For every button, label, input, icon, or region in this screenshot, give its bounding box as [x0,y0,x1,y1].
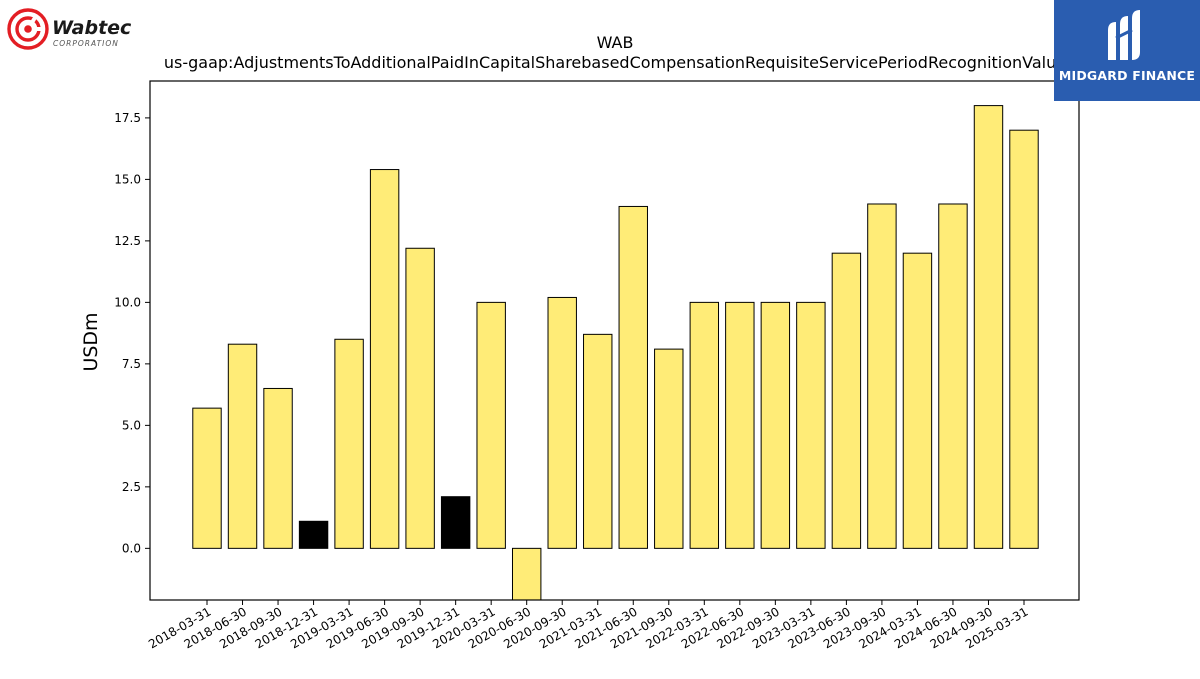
y-tick-label: 10.0 [114,295,141,309]
bar-2021-09-30 [654,348,684,549]
chart-title: WAB [597,33,634,52]
bar-2018-09-30 [263,387,293,549]
y-tick-label: 2.5 [122,480,141,494]
y-axis: 0.0 2.5 5.0 7.5 10.0 12.5 15.0 17.5 [114,111,150,555]
bar-2018-12-31 [298,520,329,549]
y-tick-label: 12.5 [114,234,141,248]
bar-2019-09-30 [405,247,435,549]
bar-2022-03-31 [689,301,720,549]
chart-subtitle: us-gaap:AdjustmentsToAdditionalPaidInCap… [164,53,1066,72]
bars-group [192,105,1039,601]
bar-2022-06-30 [725,301,755,549]
bar-2025-03-31 [1009,129,1039,549]
bar-2018-06-30 [227,343,258,549]
bar-2018-03-31 [192,407,222,549]
bar-2023-09-30 [867,203,897,549]
bar-2019-12-31 [440,496,471,549]
y-tick-label: 17.5 [114,111,141,125]
x-axis: 2018-03-312018-06-302018-09-302018-12-31… [146,600,1031,651]
y-tick-label: 15.0 [114,172,141,186]
wabtec-logo-subtitle: CORPORATION [53,39,119,48]
midgard-logo: MIDGARD FINANCE [1054,0,1200,101]
bar-2019-03-31 [334,338,364,549]
y-axis-label: USDm [80,312,102,371]
plot-frame [149,80,1080,601]
wabtec-logo-icon [7,8,49,50]
bar-2020-09-30 [547,296,577,549]
bar-2024-03-31 [902,252,933,549]
bar-2019-06-30 [369,169,400,549]
bar-2023-03-31 [796,301,826,549]
midgard-logo-icon [1108,10,1140,60]
midgard-logo-name: MIDGARD FINANCE [1058,68,1196,83]
wabtec-logo: Wabtec CORPORATION [6,6,146,52]
bar-2021-03-31 [583,333,613,549]
bar-2020-06-30 [511,547,542,601]
bar-2024-09-30 [973,105,1004,549]
bar-2024-06-30 [938,203,968,549]
wabtec-logo-name: Wabtec [52,17,132,39]
y-tick-label: 5.0 [122,418,141,432]
bar-2023-06-30 [831,252,862,549]
bar-2021-06-30 [618,205,648,549]
y-tick-label: 7.5 [122,357,141,371]
bar-2020-03-31 [476,301,506,549]
bar-2022-09-30 [760,301,791,549]
y-tick-label: 0.0 [122,541,141,555]
